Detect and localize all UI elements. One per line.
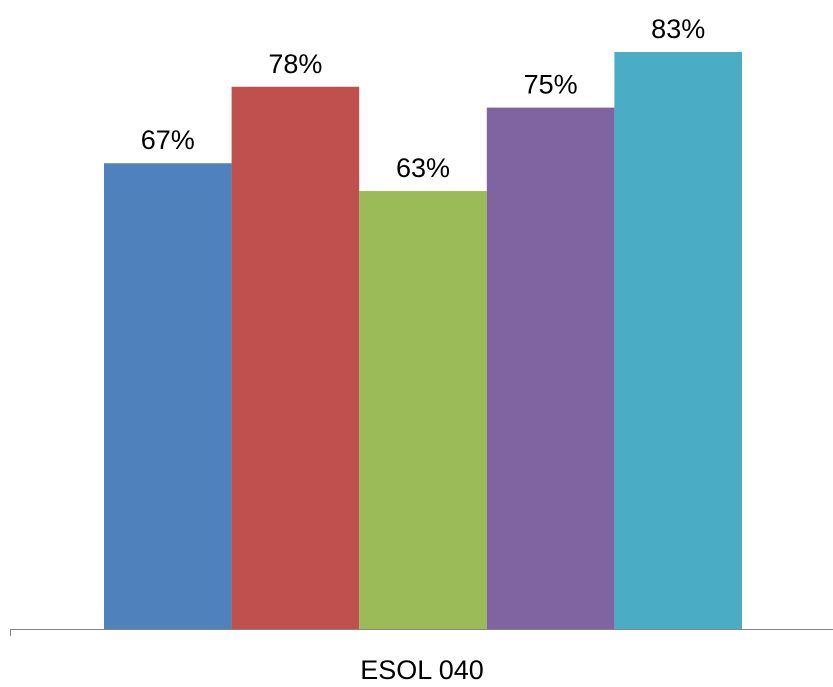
bar-2 xyxy=(231,86,360,629)
x-tick-label: ESOL 040 xyxy=(360,655,484,685)
data-label-2: 78% xyxy=(268,49,322,79)
data-label-5: 83% xyxy=(651,14,705,44)
bar-1 xyxy=(104,163,232,630)
bar-5 xyxy=(614,52,742,629)
bar-4 xyxy=(486,107,615,630)
data-labels-layer: 67% 78% 63% 75% 83% xyxy=(141,14,705,183)
data-label-4: 75% xyxy=(524,70,578,100)
bar-3 xyxy=(359,191,487,630)
data-label-1: 67% xyxy=(141,125,195,155)
data-label-3: 63% xyxy=(396,153,450,183)
bars-layer xyxy=(104,52,742,630)
x-axis: ESOL 040 xyxy=(10,629,833,685)
